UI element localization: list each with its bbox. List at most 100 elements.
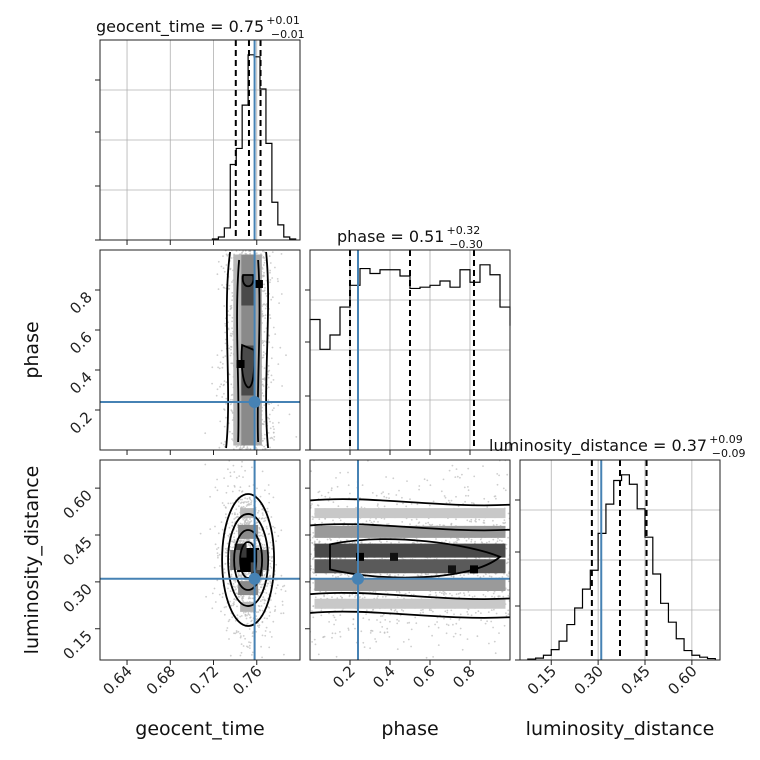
sample-point (261, 392, 264, 395)
sample-point (477, 610, 480, 613)
density-cell (444, 525, 456, 538)
sample-point (244, 497, 247, 499)
density-cell (334, 598, 346, 609)
x-tick-label: 0.72 (186, 662, 222, 698)
sample-point (199, 532, 202, 535)
sample-point (313, 556, 315, 559)
sample-point (255, 618, 258, 621)
density-cell (484, 543, 496, 558)
sample-point (236, 605, 238, 608)
sample-point (265, 592, 268, 594)
sample-point (270, 374, 273, 377)
sample-point (262, 535, 264, 537)
sample-point (262, 344, 265, 347)
sample-point (383, 505, 386, 508)
sample-point (225, 381, 228, 384)
sample-point (252, 597, 254, 600)
panel-frame (309, 249, 511, 451)
sample-point (224, 506, 227, 508)
sample-point (239, 446, 242, 449)
sample-point (267, 432, 270, 434)
hist-phase-panel (305, 249, 511, 455)
sample-point (415, 518, 418, 521)
sample-point (236, 513, 239, 516)
sample-point (428, 523, 431, 526)
density-cell (494, 525, 506, 538)
sample-point (427, 625, 430, 628)
sample-point (484, 595, 487, 598)
sample-point (362, 617, 365, 619)
density-cell (314, 543, 326, 558)
density-cell (314, 525, 326, 538)
sample-point (498, 539, 501, 542)
sample-point (216, 354, 219, 356)
density-cell (233, 334, 258, 346)
sample-point (316, 538, 319, 541)
density-cell (233, 254, 242, 266)
sample-point (339, 471, 342, 474)
sample-point (385, 496, 388, 499)
sample-point (507, 558, 510, 561)
sample-point (267, 386, 270, 389)
density-cell (454, 579, 466, 591)
sample-point (333, 623, 335, 626)
sample-point (383, 632, 386, 634)
sample-point (310, 470, 312, 473)
sample-point (418, 488, 420, 491)
sample-point (247, 613, 250, 616)
sample-point (336, 557, 338, 560)
sample-point (374, 591, 377, 593)
sample-point (375, 494, 378, 497)
sample-point (506, 473, 509, 476)
sample-point (263, 283, 266, 286)
sample-point (312, 568, 315, 571)
sample-point (492, 626, 494, 629)
sample-point (396, 503, 398, 506)
sample-point (487, 611, 490, 613)
sample-point (402, 502, 404, 505)
sample-point (214, 525, 216, 528)
sample-point (458, 619, 461, 621)
sample-point (498, 474, 500, 477)
x-tick-label: 0.76 (229, 662, 265, 698)
sample-point (372, 522, 374, 525)
sample-point (221, 592, 224, 595)
contour-line (256, 259, 261, 443)
sample-point (234, 579, 237, 582)
density-cell (444, 598, 456, 609)
sample-point (247, 544, 250, 546)
sample-point (225, 491, 228, 494)
sample-point (239, 498, 242, 501)
density-cell (253, 254, 262, 266)
sample-point (246, 447, 249, 450)
sample-point (269, 541, 272, 544)
sample-point (231, 546, 234, 549)
sample-point (233, 579, 235, 582)
sample-point (244, 252, 247, 255)
sample-point (504, 489, 507, 492)
sample-point (273, 439, 275, 441)
sample-point (455, 593, 458, 596)
sample-point (505, 615, 508, 617)
sample-point (263, 251, 266, 254)
density-cell (253, 314, 262, 326)
density-cell (494, 579, 506, 591)
sample-point (365, 520, 368, 523)
sample-point (230, 569, 233, 572)
sample-point (470, 540, 473, 543)
sample-point (453, 613, 455, 616)
density-cell (374, 598, 386, 609)
sample-point (265, 569, 267, 572)
sample-point (485, 573, 487, 576)
sample-point (486, 506, 489, 508)
x-tick-label: 0.2 (329, 662, 359, 692)
sample-point (374, 638, 376, 640)
sample-point (229, 308, 232, 311)
sample-point (467, 591, 470, 593)
sample-point (258, 605, 261, 608)
sample-point (263, 271, 265, 274)
sample-point (505, 543, 508, 546)
sample-point (272, 431, 275, 434)
sample-point (424, 573, 427, 576)
density-cell (424, 598, 436, 609)
